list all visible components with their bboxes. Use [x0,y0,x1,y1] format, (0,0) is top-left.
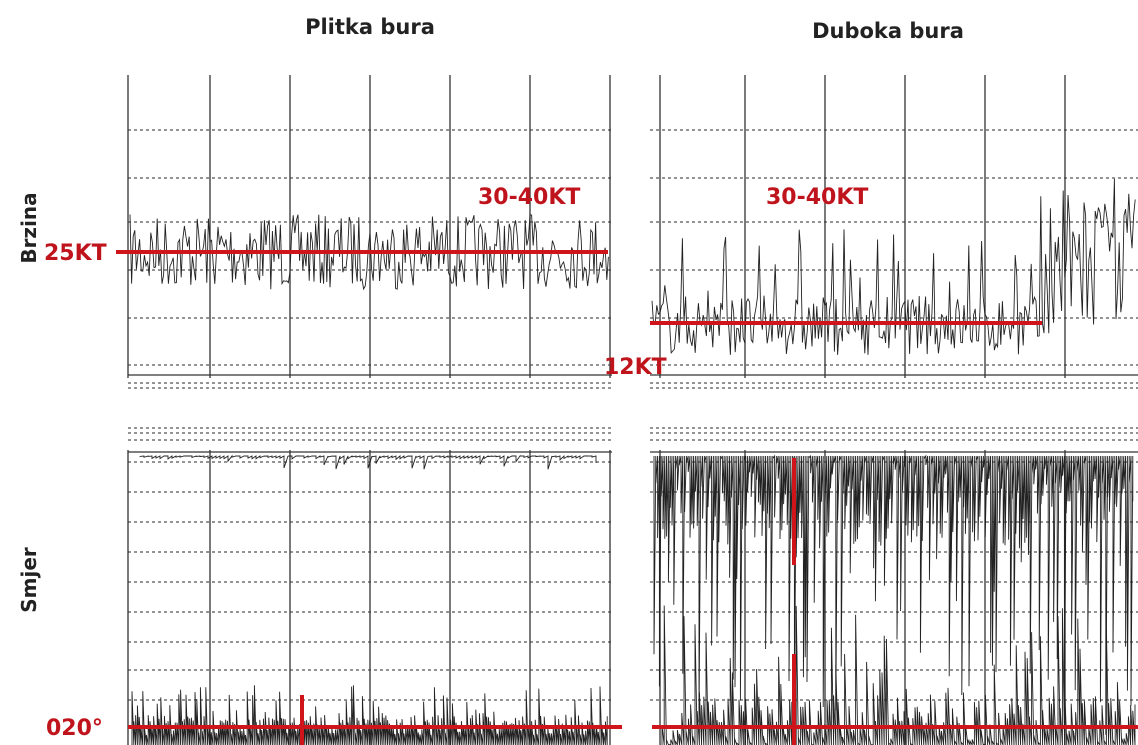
left-title: Plitka bura [305,15,435,39]
annotations [116,250,1138,745]
annotation: 25KT [44,241,107,266]
speed-trace [129,214,609,291]
direction-label: Smjer [17,547,41,613]
annotation: 12KT [604,355,667,380]
annotation: 30-40KT [766,185,868,210]
annotation: 020° [46,716,103,741]
annotation: 30-40KT [478,185,580,210]
direction-trace [653,454,1134,735]
right-title: Duboka bura [812,19,964,43]
speed-trace [651,178,1136,355]
strip-charts [127,75,1138,745]
speed-label: Brzina [17,192,41,263]
direction-trace [139,454,597,470]
